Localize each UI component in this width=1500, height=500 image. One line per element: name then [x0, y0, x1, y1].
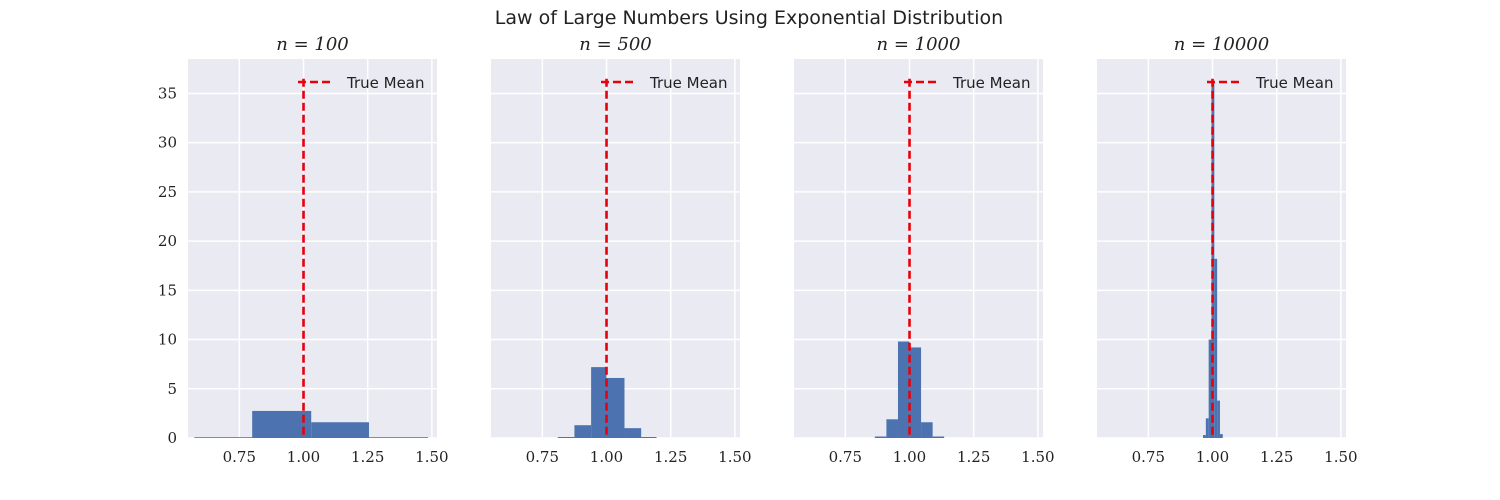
x-tick-label: 1.25	[957, 448, 990, 466]
subplot-title: n = 100	[276, 34, 348, 55]
histogram-bar-2	[574, 425, 592, 438]
plot-area	[188, 59, 437, 438]
subplot-2: n = 500 0.75 1.00 1.25 1.50 True Mean	[491, 34, 752, 466]
histogram-bar-6	[932, 436, 945, 438]
y-tick-label: 30	[158, 134, 177, 152]
histogram-bar-1	[1203, 435, 1206, 438]
subplots: n = 100 0.75 1.00 1.25 1.50 0 5 10 15 20 25 30 35 Tru…	[158, 34, 1358, 466]
subplot-title: n = 500	[579, 34, 651, 55]
histogram-bar-2	[886, 419, 898, 438]
x-tick-label: 1.25	[1260, 448, 1293, 466]
x-tick-label: 1.50	[415, 448, 448, 466]
x-tick-label: 1.50	[718, 448, 751, 466]
histogram-bar-2	[252, 410, 312, 438]
histogram-bar-7	[1219, 434, 1223, 438]
x-tick-label: 1.25	[351, 448, 384, 466]
legend-label: True Mean	[649, 74, 728, 92]
x-tick-label: 1.00	[590, 448, 623, 466]
legend: True Mean	[601, 74, 728, 92]
legend-label: True Mean	[1255, 74, 1334, 92]
subplot-3: n = 1000 0.75 1.00 1.25 1.50 True Mean	[794, 34, 1055, 466]
y-tick-label: 5	[167, 380, 177, 398]
plot-area	[1097, 59, 1346, 438]
y-tick-label: 15	[158, 281, 177, 299]
histogram-bar-5	[1214, 258, 1218, 438]
y-tick-label: 0	[167, 429, 177, 447]
histogram-bar-5	[921, 422, 933, 438]
x-tick-label: 1.00	[1196, 448, 1229, 466]
histogram-bar-2	[1205, 418, 1209, 438]
x-tick-label: 1.50	[1324, 448, 1357, 466]
histogram-bar-3	[1208, 339, 1212, 438]
legend: True Mean	[298, 74, 425, 92]
y-tick-label: 10	[158, 331, 177, 349]
histogram-bar-4	[909, 347, 922, 438]
x-tick-label: 0.75	[223, 448, 256, 466]
histogram-bar-4	[368, 437, 429, 438]
figure-title: Law of Large Numbers Using Exponential D…	[495, 7, 1003, 29]
x-tick-label: 0.75	[1132, 448, 1165, 466]
histogram-bar-6	[641, 437, 657, 438]
subplot-1: n = 100 0.75 1.00 1.25 1.50 0 5 10 15 20 25 30 35 Tru…	[158, 34, 449, 466]
y-tick-label: 35	[158, 84, 177, 102]
histogram-bar-4	[606, 377, 625, 438]
histogram-bar-1	[194, 437, 253, 438]
plot-area	[491, 59, 740, 438]
legend-label: True Mean	[952, 74, 1031, 92]
histogram-bar-6	[1217, 400, 1220, 438]
y-tick-label: 20	[158, 232, 177, 250]
x-tick-label: 0.75	[829, 448, 862, 466]
x-tick-label: 0.75	[526, 448, 559, 466]
x-tick-label: 1.50	[1021, 448, 1054, 466]
histogram-bar-5	[624, 428, 642, 438]
histogram-bar-1	[874, 436, 887, 438]
legend: True Mean	[1207, 74, 1334, 92]
legend: True Mean	[904, 74, 1031, 92]
subplot-title: n = 1000	[877, 34, 961, 55]
x-tick-label: 1.00	[287, 448, 320, 466]
legend-label: True Mean	[346, 74, 425, 92]
subplot-4: n = 10000 0.75 1.00 1.25 1.50 True Mean	[1097, 34, 1358, 466]
x-tick-label: 1.00	[893, 448, 926, 466]
histogram-bar-3	[311, 422, 369, 438]
y-tick-label: 25	[158, 183, 177, 201]
subplot-title: n = 10000	[1174, 34, 1269, 55]
histogram-bar-1	[557, 437, 575, 438]
x-tick-label: 1.25	[654, 448, 687, 466]
histogram-bar-3	[591, 367, 607, 438]
histogram-bar-3	[897, 341, 910, 438]
